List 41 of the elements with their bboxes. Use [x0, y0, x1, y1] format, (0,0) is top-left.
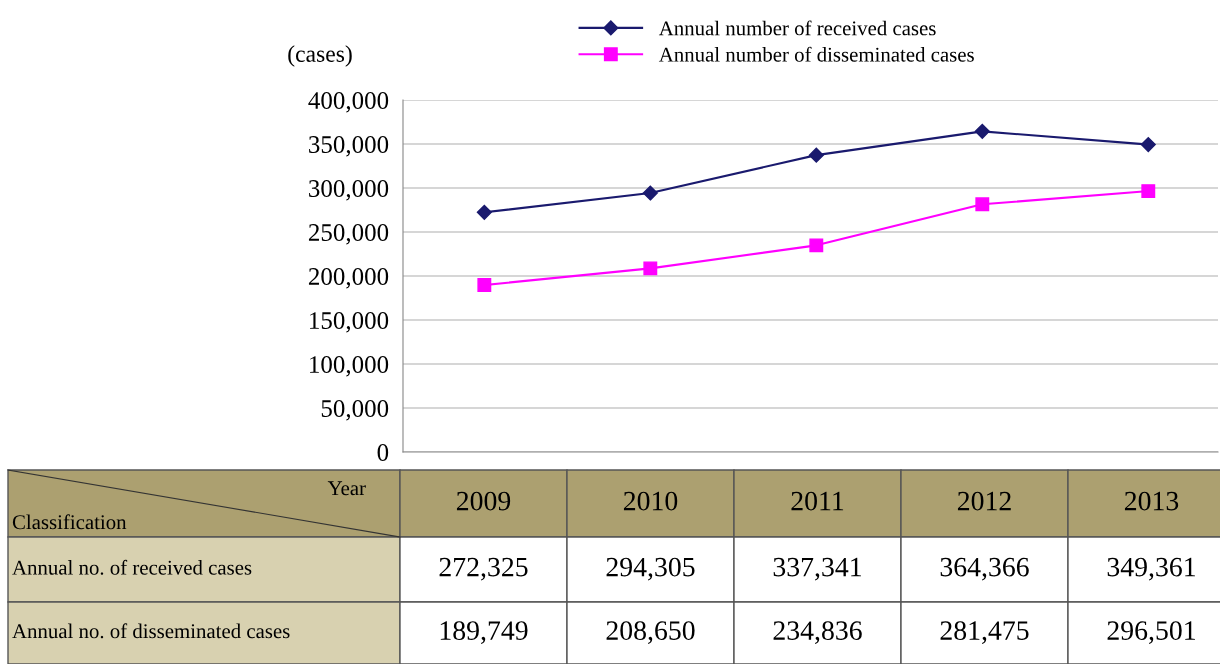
text: Classification: [12, 514, 127, 530]
y-tick-label: 250,000: [308, 224, 389, 245]
data-label: 272,325: [439, 557, 528, 581]
data-label: 364,366: [940, 557, 1029, 581]
data-label: 189,749: [440, 621, 528, 644]
point: [808, 147, 824, 163]
x-tick-label: 2013: [1124, 491, 1179, 511]
text: Annual no. of received cases: [12, 559, 252, 575]
y-tick-label: 50,000: [321, 400, 389, 421]
data-label: 337,341: [773, 557, 861, 581]
legend-label: Annual number of received cases: [658, 20, 936, 36]
data-label: 234,836: [773, 621, 862, 644]
data-label: 281,475: [940, 621, 1029, 644]
y-axis-title: (cases): [288, 45, 352, 67]
point: [643, 261, 658, 276]
x-tick-label: 2010: [623, 491, 678, 511]
point: [1140, 136, 1156, 153]
x-tick-label: 2012: [957, 491, 1011, 511]
y-tick-label: 100,000: [310, 356, 389, 377]
y-tick-label: 0: [377, 444, 389, 461]
text: Annual no. of disseminated cases: [12, 623, 290, 639]
y-tick-label: 150,000: [310, 312, 389, 333]
legend-label: Annual number of disseminated cases: [658, 46, 974, 62]
data-label: 296,501: [1107, 621, 1195, 644]
y-tick-label: 200,000: [308, 268, 389, 289]
point: [477, 278, 492, 292]
point: [974, 123, 990, 139]
y-tick-label: 400,000: [308, 92, 389, 113]
x-tick-label: 2011: [791, 491, 844, 511]
data-label: 294,305: [606, 557, 695, 581]
y-tick-label: 300,000: [309, 180, 389, 201]
data-label: 208,650: [606, 621, 695, 644]
point: [1141, 184, 1156, 199]
x-tick-label: 2009: [456, 491, 511, 511]
point: [642, 185, 658, 201]
text: Year: [327, 481, 366, 496]
point: [476, 204, 492, 220]
point: [975, 197, 990, 212]
y-tick-label: 350,000: [309, 136, 389, 157]
point: [809, 238, 824, 253]
data-label: 349,361: [1107, 557, 1195, 581]
